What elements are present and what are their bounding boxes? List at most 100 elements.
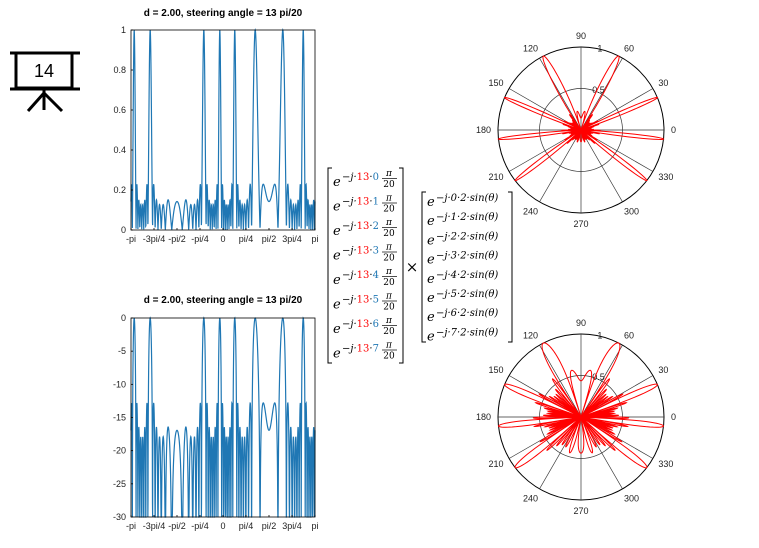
polar-spoke (580, 57, 623, 131)
exp-argument: −j·13·7 (342, 344, 379, 355)
array-term: e −j·3·2·sin(θ) (427, 251, 498, 268)
y-tick-label: -10 (113, 379, 126, 389)
radial-label: 1 (597, 330, 602, 340)
fraction-numerator: π (385, 316, 393, 326)
fraction-numerator: π (385, 243, 393, 253)
right-bracket (508, 191, 513, 343)
exp-base: e (333, 200, 341, 215)
exp-argument: −j·6·2·sin(θ) (436, 308, 498, 319)
angle-label: 300 (624, 493, 639, 503)
x-tick-label: -3pi/4 (143, 234, 166, 244)
y-tick-label: 0.6 (113, 105, 126, 115)
fraction-numerator: π (385, 194, 393, 204)
y-tick-label: 0.2 (113, 185, 126, 195)
fraction-numerator: π (385, 267, 393, 277)
polar-spoke (580, 344, 623, 418)
radial-label: 0.5 (592, 85, 605, 95)
right-bracket (399, 167, 404, 364)
exp-argument: −j·1·2·sin(θ) (436, 212, 498, 223)
angle-label: 0 (671, 125, 676, 135)
exp-base: e (333, 249, 341, 264)
y-tick-label: 0.4 (113, 145, 126, 155)
radial-label: 0.5 (592, 372, 605, 382)
x-tick-label: -pi/2 (168, 521, 186, 531)
exp-argument: −j·13·3 (342, 246, 379, 257)
polar-spoke (539, 129, 582, 203)
x-tick-label: pi/2 (262, 234, 277, 244)
x-tick-label: -3pi/4 (143, 521, 166, 531)
array-term: e −j·6·2·sin(θ) (427, 308, 498, 325)
x-tick-label: 3pi/4 (282, 521, 302, 531)
exp-base: e (427, 272, 435, 287)
angle-label: 300 (624, 206, 639, 216)
steering-term: e −j·13·0 π20 (333, 169, 397, 190)
angle-label: 180 (476, 125, 491, 135)
array-factor-db-chart: d = 2.00, steering angle = 13 pi/20 -pi -… (113, 295, 319, 531)
exp-argument: −j·13·2 (342, 221, 379, 232)
x-tick-label: -pi (126, 234, 136, 244)
radiation-pattern-line (497, 55, 665, 182)
x-tick-label: 0 (220, 234, 225, 244)
y-tick-label: -25 (113, 479, 126, 489)
array-term: e −j·2·2·sin(θ) (427, 231, 498, 248)
y-tick-label: -30 (113, 512, 126, 522)
angle-label: 150 (489, 365, 504, 375)
angle-label: 240 (523, 206, 538, 216)
x-tick-label: pi/2 (262, 521, 277, 531)
exp-base: e (333, 298, 341, 313)
exp-base: e (333, 175, 341, 190)
exp-base: e (333, 347, 341, 362)
angle-label: 240 (523, 493, 538, 503)
presentation-board-icon[interactable]: 14 (10, 51, 80, 113)
angle-label: 330 (658, 459, 673, 469)
angle-label: 90 (576, 31, 586, 41)
array-term: e −j·7·2·sin(θ) (427, 327, 498, 344)
fraction-denominator: 20 (383, 303, 395, 313)
x-tick-label: pi (311, 234, 318, 244)
fraction-numerator: π (385, 341, 393, 351)
angle-label: 150 (489, 78, 504, 88)
array-factor-linear-chart: d = 2.00, steering angle = 13 pi/20 -pi -… (113, 8, 318, 244)
array-term: e −j·4·2·sin(θ) (427, 270, 498, 287)
steering-term: e −j·13·2 π20 (333, 218, 397, 239)
polar-spoke (539, 57, 582, 131)
exp-argument: −j·13·1 (342, 197, 379, 208)
array-term: e −j·0·2·sin(θ) (427, 193, 498, 210)
x-tick-label: -pi/4 (191, 234, 209, 244)
angle-label: 120 (523, 44, 538, 54)
exp-argument: −j·0·2·sin(θ) (436, 193, 498, 204)
steering-term: e −j·13·4 π20 (333, 267, 397, 288)
array-factor-line (130, 28, 316, 230)
x-tick-label: 0 (220, 521, 225, 531)
exp-argument: −j·3·2·sin(θ) (436, 251, 498, 262)
angle-label: 210 (489, 459, 504, 469)
exp-base: e (427, 329, 435, 344)
x-tick-label: -pi/4 (191, 521, 209, 531)
fraction-numerator: π (385, 218, 393, 228)
x-tick-label: -pi/2 (168, 234, 186, 244)
exp-argument: −j·13·4 (342, 270, 379, 281)
exp-argument: −j·5·2·sin(θ) (436, 289, 498, 300)
angle-label: 180 (476, 412, 491, 422)
polar-spoke (539, 344, 582, 418)
x-tick-label: 3pi/4 (282, 234, 302, 244)
fraction-denominator: 20 (383, 205, 395, 215)
angle-label: 60 (624, 44, 634, 54)
exp-base: e (333, 224, 341, 239)
angle-label: 270 (573, 506, 588, 516)
fraction-numerator: π (385, 169, 393, 179)
x-tick-label: -pi (126, 521, 136, 531)
fraction-denominator: 20 (383, 327, 395, 337)
multiply-sign: × (406, 258, 419, 276)
fraction-denominator: 20 (383, 254, 395, 264)
slide-number: 14 (34, 61, 54, 81)
exp-argument: −j·13·5 (342, 295, 379, 306)
left-bracket (421, 191, 426, 343)
angle-label: 30 (658, 78, 668, 88)
angle-label: 120 (523, 331, 538, 341)
fraction-denominator: 20 (383, 180, 395, 190)
